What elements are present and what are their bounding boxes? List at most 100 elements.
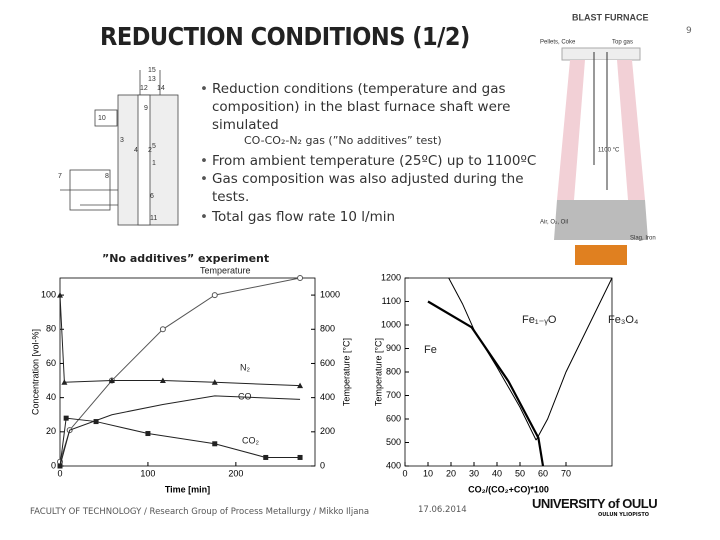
- bullet: From ambient temperature (25ºC) up to 11…: [200, 152, 552, 170]
- y2-tick-label: 800: [320, 324, 335, 334]
- bullet: Total gas flow rate 10 l/min: [200, 208, 552, 226]
- point: [61, 379, 68, 385]
- annotation: Fe: [424, 344, 437, 356]
- y-tick-label: 100: [41, 289, 56, 299]
- apparatus-label: 3: [120, 137, 124, 144]
- x-tick-label: 0: [402, 468, 407, 478]
- furnace-drawing: [554, 47, 648, 265]
- bullet: Reduction conditions (temperature and ga…: [200, 80, 552, 134]
- point: [159, 326, 166, 333]
- y2-tick-label: 400: [320, 392, 335, 402]
- y-axis-label: Concentration [vol-%]: [30, 329, 40, 415]
- y-tick-label: 60: [46, 358, 56, 368]
- y2-tick-label: 1000: [320, 289, 340, 299]
- y-tick-label: 800: [386, 366, 401, 376]
- apparatus-label: 5: [152, 143, 156, 150]
- x-tick-label: 0: [57, 468, 62, 478]
- y2-tick-label: 600: [320, 358, 335, 368]
- x-axis-label: Time [min]: [165, 484, 210, 494]
- date: 17.06.2014: [418, 505, 467, 515]
- point: [263, 454, 269, 460]
- x-tick-label: 10: [423, 468, 433, 478]
- x-axis-label: CO₂/(CO₂+CO)*100: [468, 484, 549, 494]
- apparatus-label: 2: [148, 147, 152, 154]
- point: [63, 415, 69, 421]
- annotation: CO₂: [242, 435, 260, 445]
- apparatus-label: 11: [150, 215, 157, 222]
- footer: FACULTY OF TECHNOLOGY / Research Group o…: [30, 507, 370, 517]
- annotation: Fe₃O₄: [608, 314, 639, 326]
- university-fi: OULUN YLIOPISTO: [598, 512, 650, 518]
- apparatus-label: 7: [58, 173, 62, 180]
- furnace-title: BLAST FURNACE: [572, 12, 649, 22]
- y-tick-label: 400: [386, 460, 401, 470]
- x-tick-label: 40: [492, 468, 502, 478]
- series-line: [59, 295, 301, 387]
- y-tick-label: 900: [386, 343, 401, 353]
- y-tick-label: 40: [46, 392, 56, 402]
- plot-frame: [59, 277, 316, 467]
- apparatus-label: 1: [152, 160, 156, 167]
- point: [297, 275, 304, 281]
- annotation: Temperature: [200, 265, 251, 275]
- point: [211, 379, 218, 385]
- y-tick-label: 1200: [381, 272, 401, 282]
- point: [297, 454, 303, 460]
- x-tick-label: 50: [515, 468, 525, 478]
- furnace-label: Slag, Iron: [630, 236, 656, 242]
- y-tick-label: 600: [386, 413, 401, 423]
- sub-bullet: CO-CO₂-N₂ gas (”No additives” test): [244, 134, 442, 147]
- page-number: 9: [686, 26, 692, 36]
- point: [212, 441, 218, 447]
- x-tick-label: 70: [561, 468, 571, 478]
- series-line: [448, 277, 537, 441]
- university: UNIVERSITY of OULU: [532, 496, 658, 511]
- furnace-label: Top gas: [612, 40, 633, 46]
- y2-tick-label: 200: [320, 426, 335, 436]
- point: [93, 419, 99, 425]
- y-axis-label: Temperature [°C]: [373, 338, 383, 406]
- annotation: Fe₁₋ᵧO: [522, 314, 557, 326]
- point: [211, 292, 218, 299]
- apparatus-label: 15: [148, 67, 156, 74]
- apparatus-label: 8: [105, 173, 109, 180]
- series-line: [59, 395, 301, 467]
- furnace-label: 1100 °C: [598, 148, 620, 154]
- series-line: [535, 277, 613, 441]
- x-tick-label: 30: [469, 468, 479, 478]
- series-line: [59, 277, 301, 462]
- y-tick-label: 1000: [381, 319, 401, 329]
- furnace-label: Air, O₂, Oil: [540, 220, 568, 226]
- apparatus-label: 10: [98, 115, 106, 122]
- annotation: N₂: [240, 362, 250, 372]
- apparatus-label: 12: [140, 85, 148, 92]
- point: [145, 431, 151, 437]
- point: [57, 292, 63, 298]
- apparatus-label: 4: [134, 147, 138, 154]
- apparatus-label: 14: [157, 85, 165, 92]
- furnace-label: Pellets, Coke: [540, 40, 576, 46]
- apparatus-drawing: [60, 70, 179, 226]
- experiment-label: ”No additives” experiment: [102, 252, 270, 265]
- y-tick-label: 80: [46, 324, 56, 334]
- y2-tick-label: 0: [320, 460, 325, 470]
- slide-title: REDUCTION CONDITIONS (1/2): [100, 22, 470, 51]
- point: [159, 377, 166, 384]
- point: [57, 463, 63, 469]
- series-line: [427, 300, 545, 467]
- y-tick-label: 1100: [382, 296, 401, 306]
- x-tick-label: 60: [538, 468, 548, 478]
- apparatus-label: 9: [144, 105, 148, 112]
- point: [297, 382, 304, 389]
- y-tick-label: 0: [51, 460, 56, 470]
- bullet: Gas composition was also adjusted during…: [200, 170, 552, 206]
- x-tick-label: 100: [140, 468, 155, 478]
- point: [108, 377, 115, 384]
- y-tick-label: 700: [386, 390, 401, 400]
- apparatus-label: 6: [150, 193, 154, 200]
- apparatus-label: 13: [148, 76, 156, 83]
- x-tick-label: 20: [446, 468, 456, 478]
- y2-axis-label: Temperature [°C]: [341, 338, 351, 406]
